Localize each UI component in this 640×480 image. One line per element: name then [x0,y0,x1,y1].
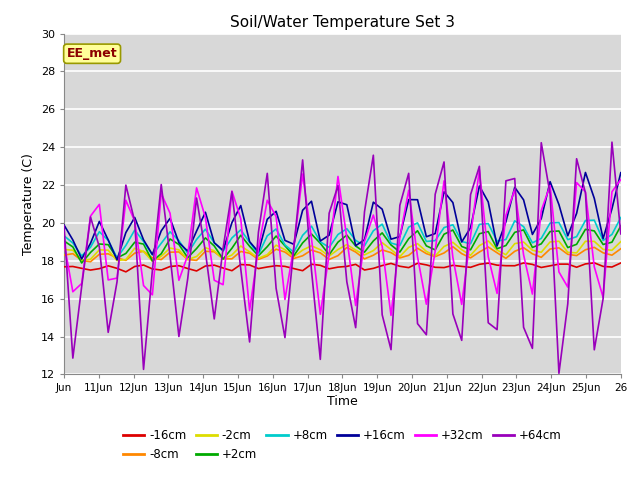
Legend: -16cm, -8cm, -2cm, +2cm, +8cm, +16cm, +32cm, +64cm: -16cm, -8cm, -2cm, +2cm, +8cm, +16cm, +3… [118,425,566,466]
X-axis label: Time: Time [327,395,358,408]
Title: Soil/Water Temperature Set 3: Soil/Water Temperature Set 3 [230,15,455,30]
Text: EE_met: EE_met [67,47,117,60]
Y-axis label: Temperature (C): Temperature (C) [22,153,35,255]
